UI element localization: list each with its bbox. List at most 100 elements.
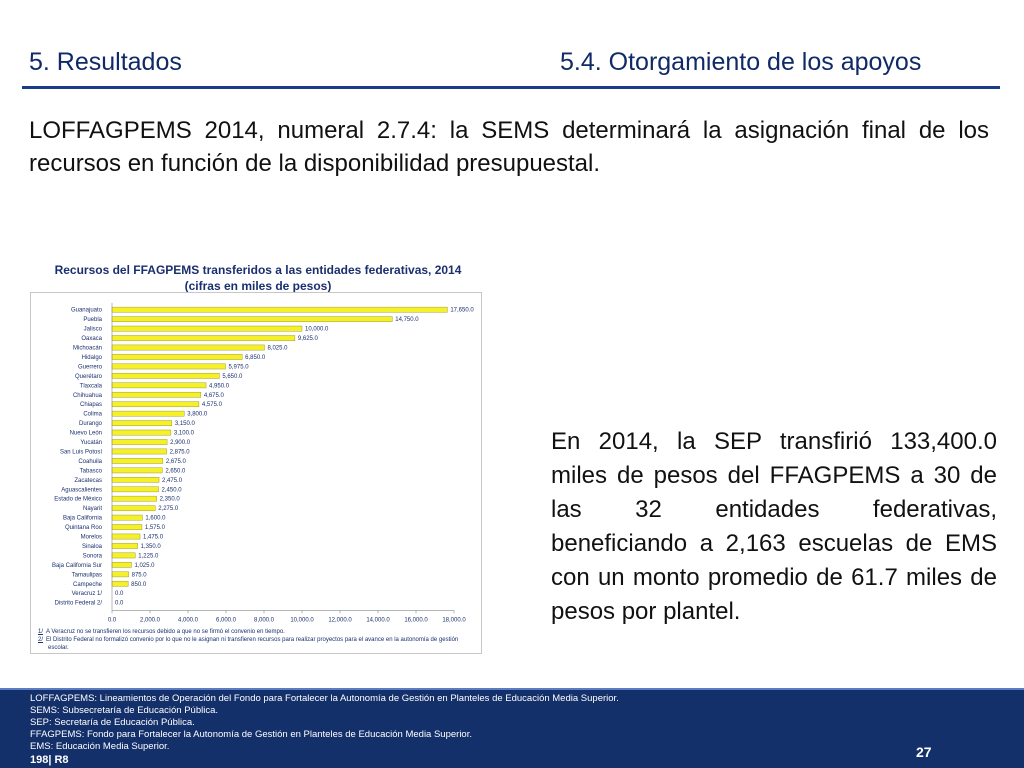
bar [111, 335, 296, 341]
bar [111, 420, 173, 426]
bar [111, 543, 138, 549]
note-key: 1/ [38, 629, 44, 635]
category-label: Tabasco [80, 468, 103, 474]
value-label: 6,850.0 [245, 355, 266, 361]
bar [111, 495, 157, 502]
category-label: Puebla [83, 317, 102, 323]
x-tick-label: 10,000.0 [290, 617, 314, 623]
category-label: Distrito Federal 2/ [55, 601, 103, 607]
x-tick-label: 8,000.0 [254, 617, 275, 623]
bar [111, 373, 220, 379]
chart-title-block: Recursos del FFAGPEMS transferidos a las… [28, 262, 488, 294]
footer-bar [0, 688, 1024, 768]
category-label: Nayarit [83, 506, 102, 512]
category-label: Querétaro [75, 374, 103, 380]
bar [111, 391, 202, 398]
value-label: 1,225.0 [138, 553, 159, 559]
value-label: 1,025.0 [134, 563, 155, 569]
slide-ref-suffix: | R8 [48, 754, 69, 766]
chart-notes: 1/A Veracruz no se transfieren los recur… [38, 628, 478, 652]
bar [111, 533, 141, 540]
category-label: Estado de México [54, 497, 102, 503]
bar [111, 382, 207, 389]
bar-chart: Guanajuato 17,650.0 Puebla 14,750.0 Jalisco 1… [52, 303, 474, 623]
category-label: Oaxaca [81, 336, 102, 342]
bar [111, 344, 265, 351]
value-label: 2,275.0 [158, 506, 179, 512]
footer-stripe [0, 688, 1024, 690]
category-label: Guanajuato [71, 308, 103, 314]
value-label: 2,475.0 [162, 478, 183, 484]
bar [111, 429, 172, 436]
x-tick-label: 16,000.0 [404, 617, 428, 623]
category-label: Nuevo León [70, 431, 102, 437]
category-label: Zacatecas [74, 478, 102, 484]
category-label: Chiapas [80, 402, 102, 408]
bar [111, 363, 226, 370]
value-label: 8,025.0 [267, 346, 288, 352]
value-label: 3,150.0 [175, 421, 196, 427]
chart-title: Recursos del FFAGPEMS transferidos a las… [54, 263, 462, 277]
bar [111, 467, 163, 474]
bar [111, 325, 303, 332]
value-label: 5,975.0 [229, 364, 250, 370]
note-text: El Distrito Federal no formalizó conveni… [46, 637, 459, 651]
bar [111, 439, 168, 445]
value-label: 875.0 [132, 572, 148, 578]
slide-ref-number: 198 [30, 754, 49, 766]
bar [111, 316, 393, 322]
value-label: 2,875.0 [170, 449, 191, 455]
value-label: 1,350.0 [141, 544, 162, 550]
category-label: Sonora [83, 553, 103, 559]
value-label: 4,950.0 [209, 383, 230, 389]
category-label: Tlaxcala [80, 383, 103, 389]
value-label: 1,575.0 [145, 525, 166, 531]
category-label: Veracruz 1/ [72, 591, 103, 597]
category-label: Yucatán [80, 440, 102, 446]
bar [111, 524, 143, 530]
value-label: 0.0 [115, 591, 124, 597]
value-label: 14,750.0 [395, 317, 419, 323]
bar [111, 477, 160, 483]
value-label: 2,650.0 [165, 468, 186, 474]
x-tick-label: 18,000.0 [442, 617, 466, 623]
bar [111, 514, 143, 521]
chart-note-2: 2/El Distrito Federal no formalizó conve… [38, 636, 478, 652]
category-label: Jalisco [84, 327, 103, 333]
category-label: Campeche [73, 582, 103, 588]
value-label: 4,675.0 [204, 393, 225, 399]
category-label: Morelos [81, 535, 102, 541]
glossary-item: LOFFAGPEMS: Lineamientos de Operación de… [30, 693, 619, 704]
chart-subtitle: (cifras en miles de pesos) [184, 279, 332, 293]
bar [111, 448, 167, 455]
bar [111, 571, 129, 578]
bar [111, 562, 132, 568]
note-key: 2/ [38, 637, 44, 643]
category-label: Sinaloa [82, 544, 103, 550]
glossary-item: EMS: Educación Media Superior. [30, 741, 170, 752]
glossary-item: SEP: Secretaría de Educación Pública. [30, 717, 195, 728]
glossary: LOFFAGPEMS: Lineamientos de Operación de… [30, 693, 619, 753]
category-label: Colima [83, 412, 102, 418]
slide-reference: 198| R8 [30, 754, 69, 766]
value-label: 1,475.0 [143, 535, 164, 541]
section-title: 5. Resultados [29, 48, 182, 76]
glossary-item: SEMS: Subsecretaría de Educación Pública… [30, 705, 218, 716]
bar [111, 552, 136, 559]
x-tick-label: 0.0 [108, 617, 117, 623]
bar [111, 306, 448, 313]
value-label: 2,900.0 [170, 440, 191, 446]
value-label: 2,675.0 [166, 459, 187, 465]
value-label: 2,450.0 [162, 487, 183, 493]
category-label: Guerrero [78, 364, 103, 370]
value-label: 3,100.0 [174, 431, 195, 437]
chart-note-1: 1/A Veracruz no se transfieren los recur… [38, 628, 478, 636]
value-label: 10,000.0 [305, 327, 329, 333]
category-label: Michoacán [73, 346, 102, 352]
value-label: 2,350.0 [160, 497, 181, 503]
category-label: Chihuahua [73, 393, 103, 399]
glossary-item: FFAGPEMS: Fondo para Fortalecer la Auton… [30, 729, 472, 740]
bar [111, 486, 159, 493]
bar [111, 505, 156, 511]
category-label: Tamaulipas [72, 572, 102, 578]
